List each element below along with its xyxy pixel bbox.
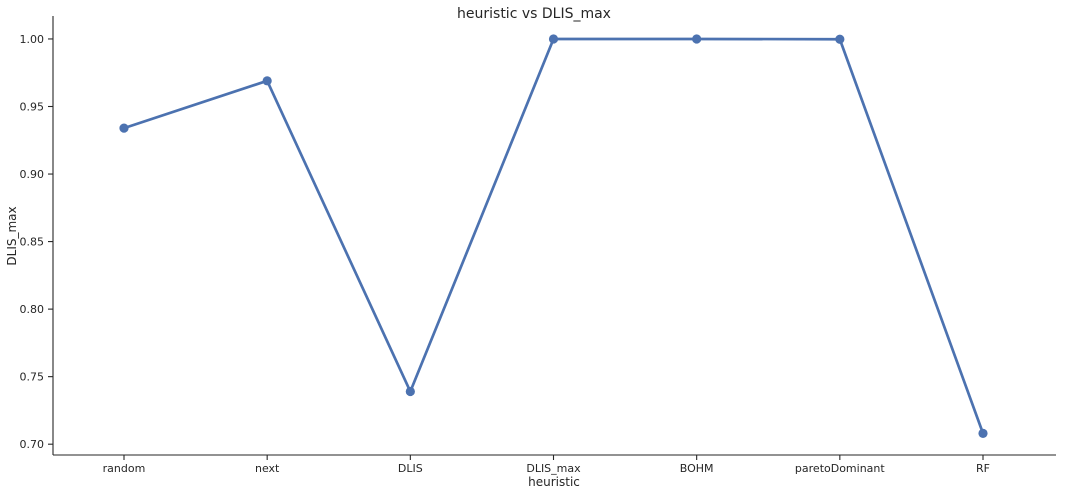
x-tick-label: DLIS bbox=[398, 462, 423, 475]
data-point-random bbox=[119, 123, 129, 133]
data-point-DLIS bbox=[405, 386, 415, 397]
x-axis-title: heuristic bbox=[528, 475, 580, 489]
y-tick-label: 1.00 bbox=[20, 33, 45, 46]
series-line bbox=[122, 37, 985, 435]
x-tick-label: DLIS_max bbox=[526, 462, 581, 475]
x-tick-label: paretoDominant bbox=[795, 462, 885, 475]
y-tick-label: 0.75 bbox=[20, 371, 45, 384]
y-tick-label: 0.70 bbox=[20, 438, 45, 451]
data-point-paretoDominant bbox=[835, 34, 845, 44]
y-tick-label: 0.85 bbox=[20, 236, 45, 249]
x-tick-label: next bbox=[255, 462, 280, 475]
x-axis-ticks: random next DLIS DLIS_max BOHM paretoDominant… bbox=[103, 455, 990, 475]
x-tick-label: BOHM bbox=[680, 462, 714, 475]
x-tick-label: random bbox=[103, 462, 146, 475]
data-point-BOHM bbox=[692, 34, 702, 44]
chart-title: heuristic vs DLIS_max bbox=[457, 6, 611, 22]
data-point-next bbox=[262, 76, 272, 86]
x-tick-label: RF bbox=[976, 462, 990, 475]
data-point-DLIS_max bbox=[548, 34, 559, 44]
y-axis-title: DLIS_max bbox=[5, 206, 19, 265]
y-tick-label: 0.90 bbox=[20, 168, 45, 181]
data-point-RF bbox=[978, 428, 988, 438]
y-tick-label: 0.80 bbox=[20, 303, 45, 316]
y-tick-label: 0.95 bbox=[20, 101, 45, 114]
y-axis-ticks: 0.70 0.75 0.80 0.85 0.90 0.95 1.00 bbox=[20, 33, 53, 451]
data-series bbox=[119, 34, 988, 438]
